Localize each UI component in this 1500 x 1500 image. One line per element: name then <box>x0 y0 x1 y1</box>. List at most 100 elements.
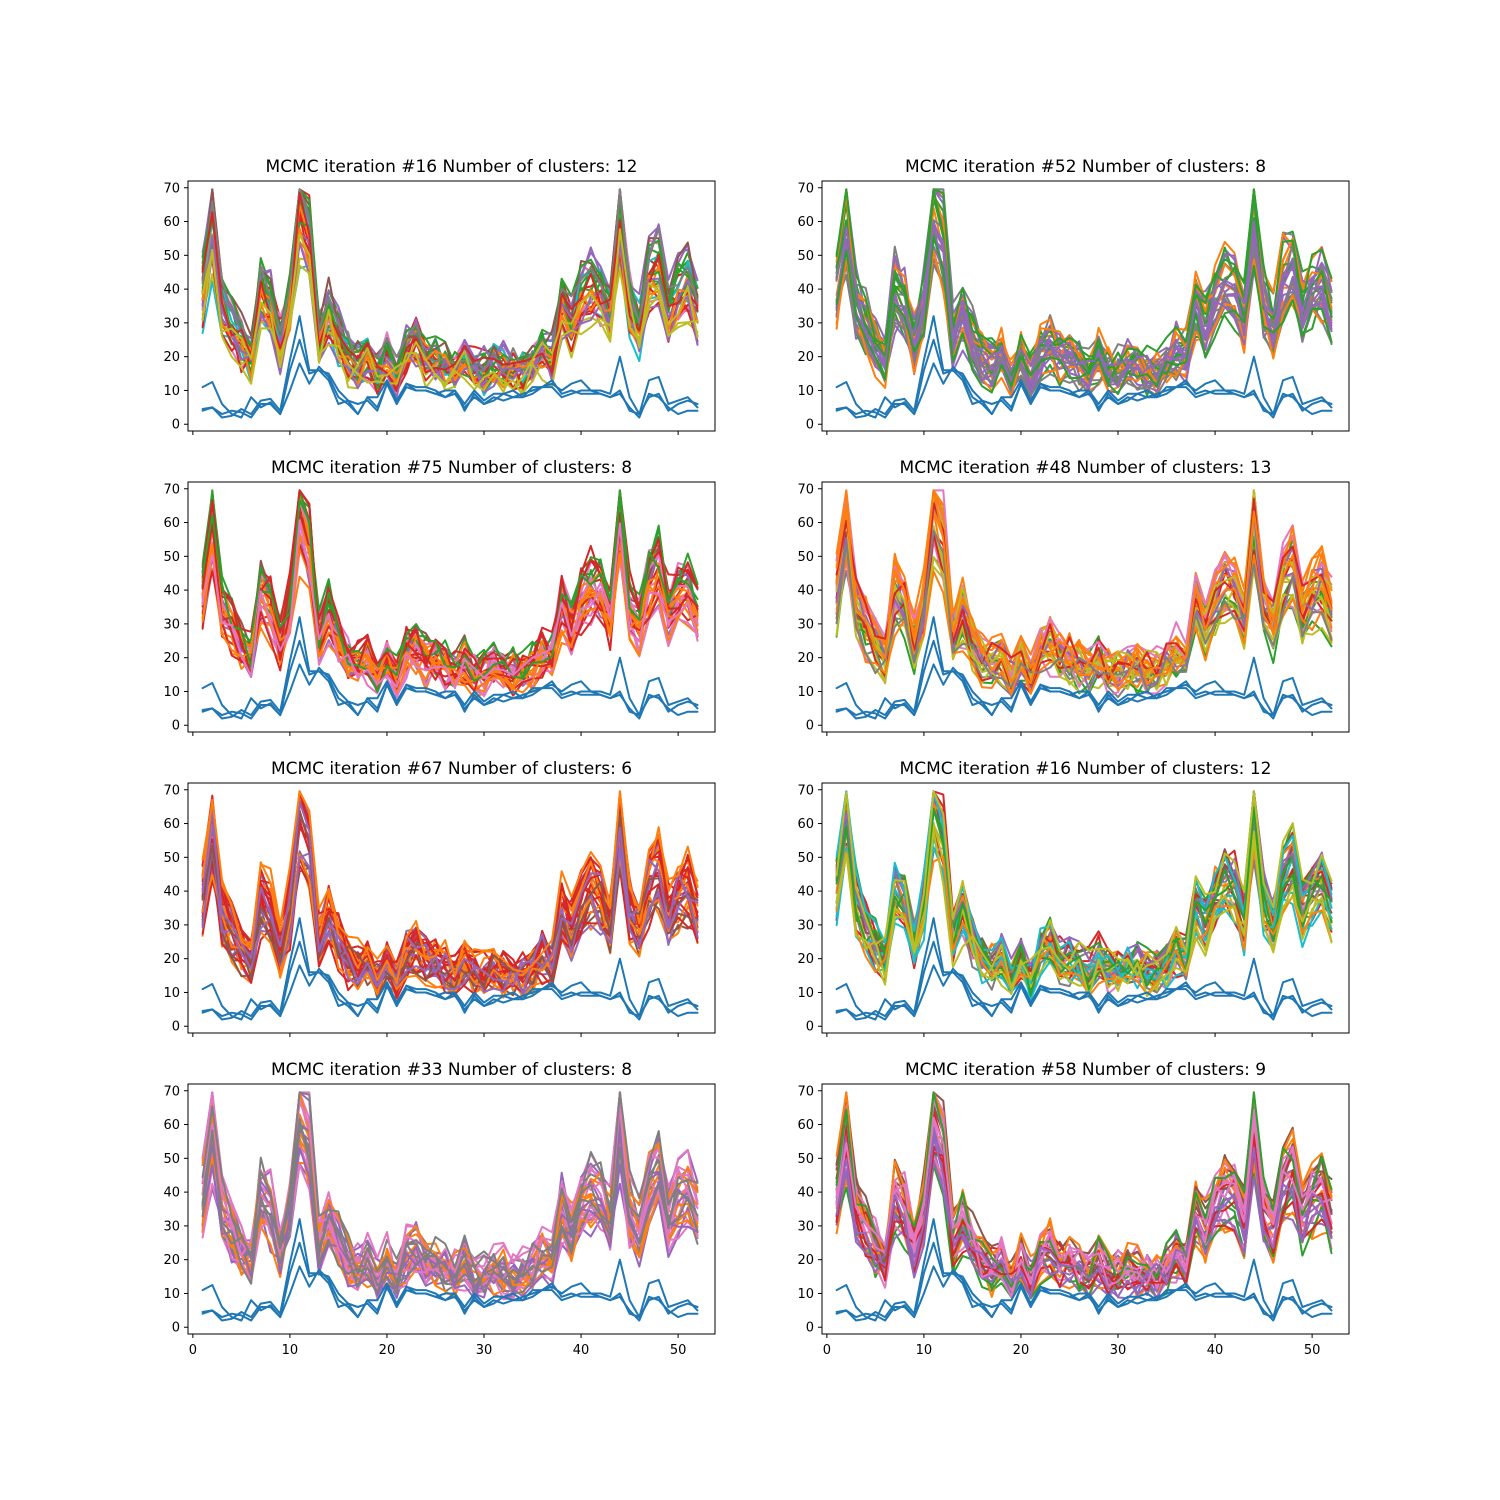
low-series-line <box>835 663 1333 720</box>
cluster-series-line <box>201 188 699 375</box>
subplot-1: MCMC iteration #16 Number of clusters: 1… <box>163 157 716 435</box>
y-tick-label: 0 <box>172 418 180 433</box>
low-series-line <box>835 1218 1333 1322</box>
cluster-series-line <box>835 1159 1333 1301</box>
y-tick-label: 10 <box>163 685 180 700</box>
cluster-series-line <box>201 539 699 694</box>
subplot-3: MCMC iteration #75 Number of clusters: 8… <box>163 458 716 736</box>
y-tick-label: 40 <box>797 584 814 599</box>
low-series-line <box>201 639 699 720</box>
y-tick-label: 40 <box>163 283 180 298</box>
low-series-line <box>835 964 1333 1021</box>
y-tick-label: 70 <box>797 783 814 798</box>
y-tick-label: 0 <box>172 1321 180 1336</box>
y-tick-label: 30 <box>163 617 180 632</box>
axes-frame <box>187 180 716 432</box>
y-tick-label: 0 <box>806 1321 814 1336</box>
y-tick-label: 30 <box>163 1219 180 1234</box>
axes-frame <box>821 180 1350 432</box>
subplot-7: MCMC iteration #33 Number of clusters: 8… <box>163 1060 716 1358</box>
cluster-series-line <box>201 790 699 985</box>
low-series-line <box>201 940 699 1021</box>
series-group <box>201 188 699 419</box>
y-tick-label: 60 <box>163 817 180 832</box>
cluster-series-line <box>201 800 699 987</box>
y-tick-label: 70 <box>163 1084 180 1099</box>
cluster-series-line <box>201 810 699 989</box>
subplot-title: MCMC iteration #52 Number of clusters: 8 <box>905 157 1266 177</box>
axes-frame <box>187 782 716 1034</box>
low-series-line <box>201 315 699 419</box>
cluster-series-line <box>201 843 699 996</box>
y-tick-label: 10 <box>163 1287 180 1302</box>
y-tick-label: 40 <box>163 885 180 900</box>
y-tick-label: 20 <box>797 350 814 365</box>
subplot-title: MCMC iteration #48 Number of clusters: 1… <box>900 458 1272 478</box>
y-tick-label: 70 <box>797 482 814 497</box>
y-tick-label: 30 <box>163 918 180 933</box>
x-tick-label: 30 <box>1110 1343 1127 1358</box>
y-tick-label: 50 <box>163 1152 180 1167</box>
y-tick-label: 50 <box>797 1152 814 1167</box>
y-tick-label: 60 <box>797 215 814 230</box>
y-tick-label: 70 <box>163 482 180 497</box>
low-series-line <box>835 315 1333 419</box>
low-series-line <box>201 338 699 419</box>
subplot-title: MCMC iteration #16 Number of clusters: 1… <box>266 157 638 177</box>
y-tick-label: 20 <box>797 952 814 967</box>
y-tick-label: 10 <box>797 986 814 1001</box>
y-tick-label: 10 <box>797 1287 814 1302</box>
series-group <box>201 790 699 1021</box>
y-tick-label: 30 <box>797 316 814 331</box>
series-group <box>835 790 1333 1021</box>
y-tick-label: 0 <box>806 418 814 433</box>
cluster-series-line <box>835 224 1333 390</box>
low-series-line <box>201 663 699 720</box>
y-tick-label: 0 <box>172 1020 180 1035</box>
low-series-line <box>835 1241 1333 1322</box>
y-tick-label: 60 <box>797 817 814 832</box>
y-tick-label: 50 <box>797 550 814 565</box>
cluster-series-line <box>835 529 1333 691</box>
y-tick-label: 70 <box>797 181 814 196</box>
subplot-2: MCMC iteration #52 Number of clusters: 8… <box>797 157 1350 435</box>
y-tick-label: 50 <box>163 249 180 264</box>
y-tick-label: 40 <box>797 283 814 298</box>
cluster-series-line <box>835 220 1333 385</box>
series-group <box>201 489 699 720</box>
x-tick-label: 50 <box>1304 1343 1321 1358</box>
y-tick-label: 70 <box>163 181 180 196</box>
low-series-line <box>201 362 699 419</box>
x-tick-label: 40 <box>1207 1343 1224 1358</box>
x-tick-label: 10 <box>282 1343 299 1358</box>
low-series-line <box>201 917 699 1021</box>
subplot-5: MCMC iteration #67 Number of clusters: 6… <box>163 759 716 1037</box>
y-tick-label: 10 <box>163 384 180 399</box>
low-series-line <box>201 616 699 720</box>
cluster-series-line <box>835 1116 1333 1298</box>
y-tick-label: 10 <box>797 685 814 700</box>
low-series-line <box>835 639 1333 720</box>
cluster-series-line <box>201 1124 699 1295</box>
cluster-series-line <box>835 236 1333 396</box>
y-tick-label: 60 <box>797 1118 814 1133</box>
y-tick-label: 40 <box>797 885 814 900</box>
cluster-series-line <box>835 1136 1333 1298</box>
y-tick-label: 0 <box>806 1020 814 1035</box>
x-tick-label: 20 <box>1013 1343 1030 1358</box>
cluster-series-line <box>835 844 1333 998</box>
y-tick-label: 0 <box>806 719 814 734</box>
cluster-series-line <box>201 248 699 397</box>
subplot-title: MCMC iteration #75 Number of clusters: 8 <box>271 458 632 478</box>
series-group <box>835 188 1333 419</box>
x-tick-label: 20 <box>379 1343 396 1358</box>
subplot-title: MCMC iteration #67 Number of clusters: 6 <box>271 759 632 779</box>
cluster-series-line <box>835 829 1333 999</box>
y-tick-label: 40 <box>163 584 180 599</box>
y-tick-label: 20 <box>163 350 180 365</box>
y-tick-label: 30 <box>797 1219 814 1234</box>
low-series-line <box>835 917 1333 1021</box>
cluster-series-line <box>201 519 699 690</box>
